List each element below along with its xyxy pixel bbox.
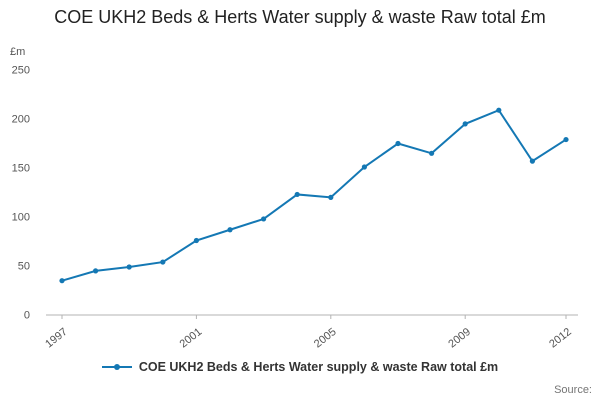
data-point-marker — [59, 278, 65, 284]
legend-label: COE UKH2 Beds & Herts Water supply & was… — [138, 360, 499, 374]
legend-line-icon — [101, 362, 132, 372]
data-point-marker — [361, 164, 367, 170]
data-point-marker — [328, 194, 334, 200]
line-chart-svg: 0 50 100 150 200 250 1997 2001 2005 2009 2012 — [12, 65, 578, 351]
x-tick-label: 2001 — [178, 326, 205, 351]
data-point-marker — [529, 158, 536, 164]
data-point-marker — [160, 259, 166, 265]
data-point-marker — [429, 150, 435, 156]
data-point-marker — [227, 227, 233, 233]
source-label: Source: — [554, 384, 592, 396]
y-axis-unit-label: £m — [10, 46, 26, 58]
y-tick-label: 250 — [12, 65, 30, 77]
data-point-marker — [93, 268, 99, 274]
legend: COE UKH2 Beds & Herts Water supply & was… — [0, 360, 600, 374]
y-tick-label: 200 — [12, 114, 30, 126]
y-tick-label: 50 — [18, 261, 30, 273]
data-series-line — [61, 108, 567, 282]
data-point-marker — [462, 121, 468, 127]
x-tick-label: 1997 — [43, 326, 70, 351]
x-tick-label: 2005 — [312, 326, 339, 351]
x-tick-label: 2012 — [547, 326, 574, 351]
chart-title: COE UKH2 Beds & Herts Water supply & was… — [54, 7, 546, 27]
y-tick-label: 150 — [12, 163, 30, 175]
y-tick-label: 0 — [24, 310, 30, 322]
data-point-marker — [193, 237, 199, 244]
data-point-marker — [294, 191, 300, 198]
x-tick-label: 2009 — [446, 326, 473, 351]
data-point-marker — [496, 107, 502, 113]
data-point-marker — [261, 216, 267, 222]
y-tick-label: 100 — [12, 212, 30, 224]
data-point-marker — [395, 140, 401, 147]
data-point-marker — [563, 136, 569, 143]
data-point-marker — [126, 264, 132, 270]
